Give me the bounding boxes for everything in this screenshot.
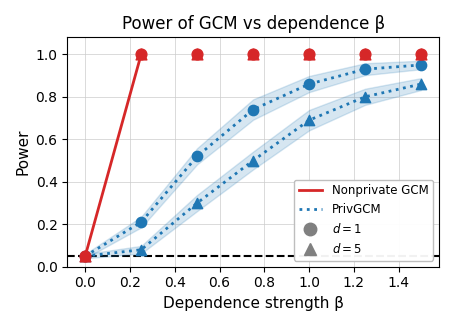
Point bbox=[138, 247, 145, 252]
Point bbox=[418, 62, 425, 67]
Point bbox=[306, 52, 313, 57]
Point bbox=[193, 154, 201, 159]
Point bbox=[138, 52, 145, 57]
Point bbox=[82, 254, 89, 259]
Legend: Nonprivate GCM, PrivGCM, $d = 1$, $d = 5$: Nonprivate GCM, PrivGCM, $d = 1$, $d = 5… bbox=[294, 180, 433, 261]
X-axis label: Dependence strength β: Dependence strength β bbox=[163, 296, 344, 311]
Point bbox=[250, 107, 257, 112]
Point bbox=[250, 52, 257, 57]
Point bbox=[418, 82, 425, 87]
Point bbox=[250, 52, 257, 57]
Point bbox=[82, 254, 89, 259]
Point bbox=[193, 200, 201, 206]
Point bbox=[138, 52, 145, 57]
Point bbox=[82, 254, 89, 259]
Point bbox=[82, 254, 89, 259]
Point bbox=[418, 52, 425, 57]
Point bbox=[361, 52, 369, 57]
Title: Power of GCM vs dependence β: Power of GCM vs dependence β bbox=[122, 15, 385, 33]
Point bbox=[418, 52, 425, 57]
Point bbox=[193, 52, 201, 57]
Point bbox=[361, 52, 369, 57]
Point bbox=[306, 118, 313, 123]
Point bbox=[306, 82, 313, 87]
Point bbox=[306, 52, 313, 57]
Point bbox=[361, 67, 369, 72]
Point bbox=[250, 158, 257, 163]
Y-axis label: Power: Power bbox=[15, 129, 30, 175]
Point bbox=[361, 94, 369, 99]
Point bbox=[193, 52, 201, 57]
Point bbox=[138, 219, 145, 225]
